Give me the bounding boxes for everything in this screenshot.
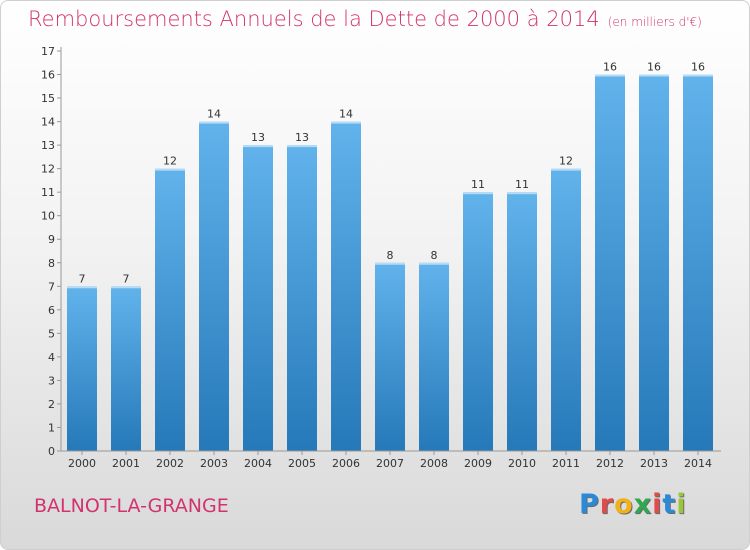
y-tick-label: 0: [48, 445, 55, 458]
y-tick-label: 12: [41, 163, 55, 176]
bar: [331, 121, 361, 452]
bar: [595, 74, 625, 451]
y-tick-label: 15: [41, 92, 55, 105]
bar: [639, 74, 669, 451]
x-tick-label: 2009: [464, 457, 492, 470]
bar-highlight: [331, 121, 361, 124]
bar: [683, 74, 713, 451]
bars: 7 7 12 14 13 13 14 8 8 11 11 12 16 16 16: [67, 61, 713, 452]
x-tick-label: 2012: [596, 457, 624, 470]
bar-highlight: [639, 74, 669, 77]
y-tick-label: 1: [48, 421, 55, 434]
x-tick-label: 2000: [68, 457, 96, 470]
bar-value-label: 8: [387, 249, 394, 262]
bar: [375, 262, 405, 451]
chart-unit: (en milliers d'€): [607, 15, 702, 29]
bar-highlight: [419, 262, 449, 265]
y-tick-label: 6: [48, 304, 55, 317]
y-tick-label: 13: [41, 139, 55, 152]
bar-value-label: 16: [603, 61, 617, 74]
bar: [287, 145, 317, 451]
bar-highlight: [287, 145, 317, 148]
bar-highlight: [199, 121, 229, 124]
logo-letter: i: [652, 489, 663, 520]
bar-highlight: [507, 192, 537, 195]
bar: [507, 192, 537, 452]
bar: [111, 286, 141, 451]
x-tick-label: 2002: [156, 457, 184, 470]
y-tick-label: 10: [41, 210, 55, 223]
bar-value-label: 12: [559, 155, 573, 168]
logo-letter: i: [676, 489, 687, 520]
bar-value-label: 13: [295, 131, 309, 144]
x-tick-label: 2010: [508, 457, 536, 470]
chart-title: Remboursements Annuels de la Dette de 20…: [28, 7, 702, 31]
bar-value-label: 12: [163, 155, 177, 168]
x-tick-label: 2001: [112, 457, 140, 470]
logo-letter: t: [662, 489, 677, 520]
bar: [551, 168, 581, 451]
bar-highlight: [551, 168, 581, 171]
bar-highlight: [111, 286, 141, 289]
chart-title-text: Remboursements Annuels de la Dette de 20…: [28, 7, 600, 31]
bar-highlight: [67, 286, 97, 289]
y-tick-label: 2: [48, 398, 55, 411]
bar: [463, 192, 493, 452]
bar-value-label: 16: [691, 61, 705, 74]
bar: [67, 286, 97, 451]
bar-value-label: 14: [339, 108, 353, 121]
x-axis: 2000 2001 2002 2003 2004 2005 2006 2007 2008 2009…: [61, 450, 721, 470]
y-tick-label: 8: [48, 257, 55, 270]
bar-highlight: [463, 192, 493, 195]
y-tick-label: 4: [48, 351, 55, 364]
y-tick-label: 11: [41, 186, 55, 199]
bar-value-label: 7: [123, 272, 130, 285]
x-tick-label: 2013: [640, 457, 668, 470]
y-tick-label: 17: [41, 45, 55, 58]
logo-letter: x: [633, 489, 653, 520]
bar-highlight: [683, 74, 713, 77]
x-tick-label: 2005: [288, 457, 316, 470]
x-tick-label: 2006: [332, 457, 360, 470]
y-tick-label: 9: [48, 233, 55, 246]
y-tick-label: 7: [48, 280, 55, 293]
bar-value-label: 16: [647, 61, 661, 74]
bar: [199, 121, 229, 452]
bar-value-label: 11: [515, 178, 529, 191]
bar-value-label: 8: [431, 249, 438, 262]
logo-letter: P: [579, 489, 600, 520]
y-tick-label: 14: [41, 116, 55, 129]
bar-value-label: 14: [207, 108, 221, 121]
bar-value-label: 7: [79, 272, 86, 285]
bar-highlight: [243, 145, 273, 148]
x-tick-label: 2004: [244, 457, 272, 470]
y-tick-label: 16: [41, 69, 55, 82]
town-name: BALNOT-LA-GRANGE: [34, 495, 229, 517]
x-tick-label: 2008: [420, 457, 448, 470]
bar-highlight: [375, 262, 405, 265]
logo-letter: r: [599, 489, 615, 520]
bar-value-label: 11: [471, 178, 485, 191]
x-tick-label: 2007: [376, 457, 404, 470]
bar: [155, 168, 185, 451]
bar: [243, 145, 273, 451]
bar-value-label: 13: [251, 131, 265, 144]
x-tick-label: 2011: [552, 457, 580, 470]
x-tick-label: 2014: [684, 457, 712, 470]
bar-highlight: [155, 168, 185, 171]
x-tick-label: 2003: [200, 457, 228, 470]
y-tick-label: 3: [48, 374, 55, 387]
y-tick-label: 5: [48, 327, 55, 340]
bar-highlight: [595, 74, 625, 77]
bar: [419, 262, 449, 451]
logo-letter: o: [614, 489, 634, 520]
proxiti-logo[interactable]: Proxiti: [579, 489, 687, 520]
